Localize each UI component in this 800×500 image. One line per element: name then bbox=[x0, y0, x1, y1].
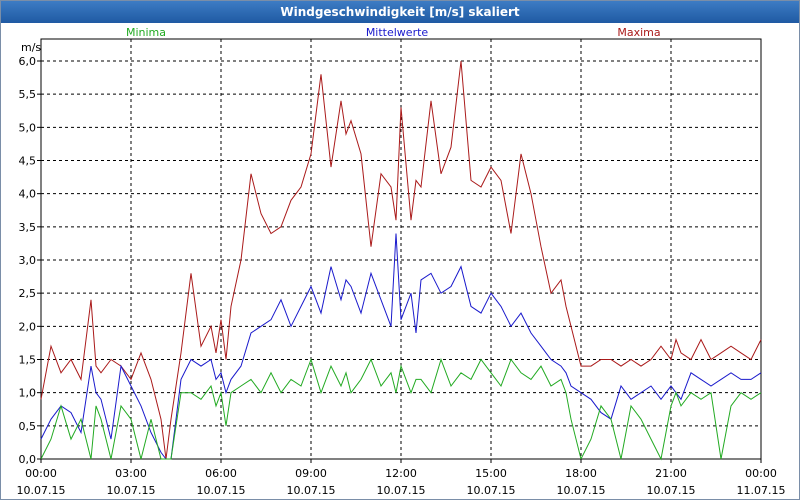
series-line-maxima bbox=[40, 60, 762, 460]
x-tick-time: 06:00 bbox=[205, 467, 237, 480]
x-tick-time: 00:00 bbox=[745, 467, 777, 480]
x-tick-time: 21:00 bbox=[655, 467, 687, 480]
series-line-mittelwerte bbox=[40, 233, 762, 460]
y-tick-label: 1,5 bbox=[19, 354, 37, 367]
x-tick-date: 10.07.15 bbox=[377, 484, 426, 497]
y-tick-label: 5,5 bbox=[19, 88, 37, 101]
x-tick-time: 03:00 bbox=[115, 467, 147, 480]
y-tick-label: 4,5 bbox=[19, 155, 37, 168]
x-tick-time: 18:00 bbox=[565, 467, 597, 480]
y-axis-label: m/s bbox=[21, 41, 41, 54]
y-tick-label: 4,0 bbox=[19, 188, 37, 201]
y-axis: 0,0 0,5 1,0 1,5 2,0 2,5 3,0 3,5 4,0 4,5 5,0 5,5 6,0 bbox=[19, 55, 41, 466]
series-layer bbox=[40, 60, 762, 461]
y-tick-label: 3,5 bbox=[19, 221, 37, 234]
chart-canvas: 0,00,51,01,52,02,53,03,54,04,55,05,56,0 … bbox=[17, 26, 786, 497]
x-tick-date: 10.07.15 bbox=[557, 484, 606, 497]
legend-minima: Minima bbox=[126, 26, 166, 39]
y-tick-label: 2,5 bbox=[19, 287, 37, 300]
x-tick-date: 10.07.15 bbox=[287, 484, 336, 497]
x-tick-date: 10.07.15 bbox=[197, 484, 246, 497]
legend-maxima: Maxima bbox=[617, 26, 660, 39]
legend: Minima Mittelwerte Maxima bbox=[126, 26, 661, 39]
y-tick-label: 1,0 bbox=[19, 387, 37, 400]
x-tick-time: 09:00 bbox=[295, 467, 327, 480]
y-tick-label: 2,0 bbox=[19, 320, 37, 333]
y-tick-label: 6,0 bbox=[19, 55, 37, 68]
x-tick-time: 15:00 bbox=[475, 467, 507, 480]
x-tick-date: 11.07.15 bbox=[737, 484, 786, 497]
legend-mittelwerte: Mittelwerte bbox=[366, 26, 429, 39]
y-tick-label: 3,0 bbox=[19, 254, 37, 267]
x-tick-date: 10.07.15 bbox=[107, 484, 156, 497]
x-tick-time: 00:00 bbox=[25, 467, 57, 480]
x-tick-date: 10.07.15 bbox=[17, 484, 66, 497]
chart-title: Windgeschwindigkeit [m/s] skaliert bbox=[1, 1, 799, 23]
series-line-minima bbox=[40, 357, 762, 461]
x-tick-time: 12:00 bbox=[385, 467, 417, 480]
y-tick-label: 0,5 bbox=[19, 420, 37, 433]
x-tick-date: 10.07.15 bbox=[647, 484, 696, 497]
grid bbox=[40, 38, 762, 460]
y-tick-label: 0,0 bbox=[19, 453, 37, 466]
x-axis: 00:00 10.07.15 03:00 10.07.15 06:00 10.07.15 0… bbox=[17, 459, 786, 497]
x-tick-date: 10.07.15 bbox=[467, 484, 516, 497]
y-tick-label: 5,0 bbox=[19, 121, 37, 134]
